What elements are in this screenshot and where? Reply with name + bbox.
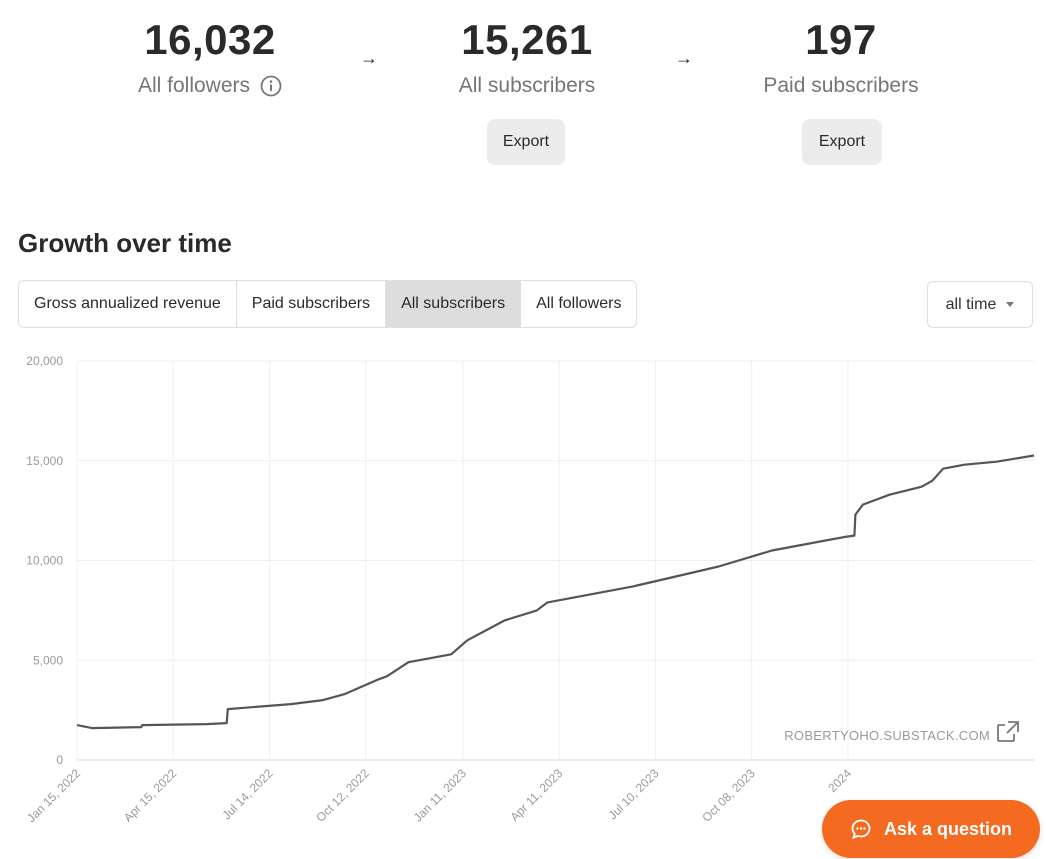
stat-all-subscribers: 15,261 All subscribers xyxy=(417,14,637,98)
tab-paid-subscribers[interactable]: Paid subscribers xyxy=(236,281,387,327)
paid-count: 197 xyxy=(805,16,877,63)
x-tick-label: Jan 11, 2023 xyxy=(411,766,470,825)
x-tick-label: Jan 15, 2022 xyxy=(24,766,83,825)
stat-all-followers: 16,032 All followers xyxy=(100,14,320,98)
x-tick-label: Apr 11, 2023 xyxy=(508,766,566,824)
series-line xyxy=(76,454,1035,730)
tab-all-followers[interactable]: All followers xyxy=(521,281,637,327)
growth-chart: 0 5,000 10,000 15,000 20,000 Jan 15, 2022 Apr… xyxy=(24,354,1035,825)
x-tick-label: Jul 10, 2023 xyxy=(605,766,661,822)
time-range-value: all time xyxy=(945,295,997,313)
x-tick-label: Oct 08, 2023 xyxy=(699,766,758,825)
info-icon[interactable] xyxy=(260,75,282,97)
ask-question-label: Ask a question xyxy=(883,818,1013,839)
paid-label: Paid subscribers xyxy=(763,74,919,97)
y-tick-label: 0 xyxy=(56,753,63,767)
subscribers-count: 15,261 xyxy=(461,16,593,63)
time-range-select[interactable]: all time xyxy=(927,281,1033,328)
section-title: Growth over time xyxy=(18,228,232,258)
external-link-icon[interactable] xyxy=(997,721,1019,742)
export-paid-button[interactable]: Export xyxy=(802,119,882,165)
x-tick-label: Jul 14, 2022 xyxy=(219,766,275,822)
export-subscribers-button[interactable]: Export xyxy=(487,119,565,165)
metric-tabs: Gross annualized revenue Paid subscriber… xyxy=(18,280,638,328)
y-tick-label: 10,000 xyxy=(26,554,63,568)
x-tick-label: Apr 15, 2022 xyxy=(121,766,180,825)
followers-count: 16,032 xyxy=(144,16,276,63)
followers-label: All followers xyxy=(137,74,251,97)
x-tick-label: 2024 xyxy=(825,766,854,795)
y-tick-label: 15,000 xyxy=(26,454,63,468)
tab-all-subscribers[interactable]: All subscribers xyxy=(386,281,522,327)
arrow-icon: → xyxy=(675,48,693,68)
ask-question-button[interactable]: Ask a question xyxy=(822,800,1040,858)
chat-icon xyxy=(851,819,871,839)
y-tick-label: 20,000 xyxy=(26,354,63,368)
arrow-icon: → xyxy=(360,48,378,68)
subscribers-label: All subscribers xyxy=(458,74,596,97)
y-tick-label: 5,000 xyxy=(33,653,63,667)
watermark: ROBERTYOHO.SUBSTACK.COM xyxy=(784,728,990,743)
caret-down-icon xyxy=(1006,302,1015,307)
stat-paid-subscribers: 197 Paid subscribers xyxy=(731,14,951,98)
x-tick-label: Oct 12, 2022 xyxy=(313,766,372,825)
tab-gross-annualized-revenue[interactable]: Gross annualized revenue xyxy=(19,281,237,327)
